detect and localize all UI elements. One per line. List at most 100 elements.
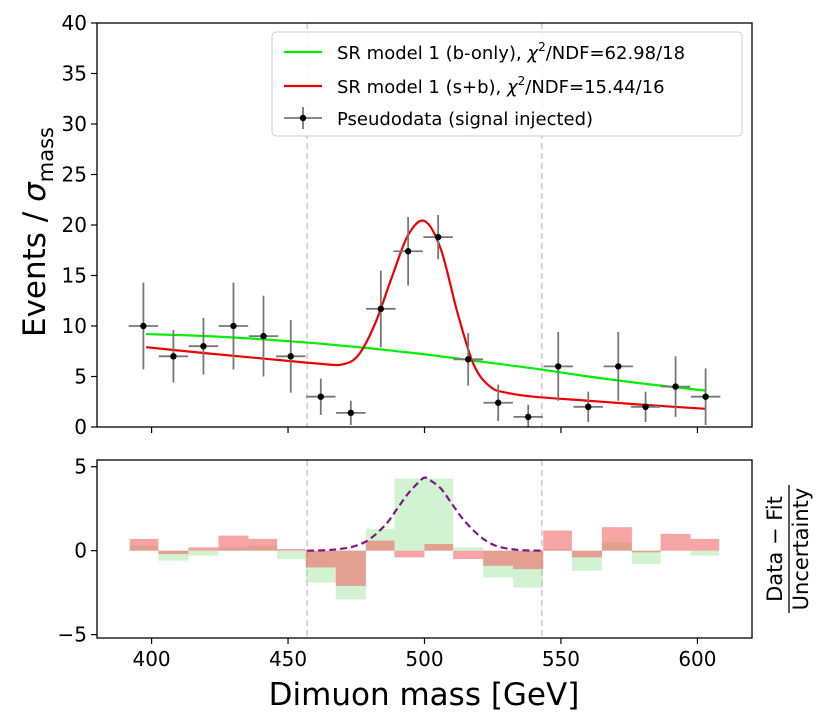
residual-bar-sb: [513, 550, 544, 570]
legend-data-label: Pseudodata (signal injected): [337, 109, 593, 130]
residual-bar-b-only: [188, 550, 219, 556]
legend-box: [271, 31, 743, 137]
data-point: [218, 282, 249, 370]
data-point: [393, 216, 423, 286]
residual-bar-sb: [453, 550, 484, 560]
main-y-label-sigma: σ: [17, 181, 53, 202]
legend-data-swatch-dot: [299, 114, 307, 122]
data-point-marker: [170, 353, 177, 360]
residual-bar-b-only: [158, 550, 189, 561]
data-point-marker: [230, 322, 237, 330]
data-point-marker: [347, 409, 355, 417]
residual-bar-sb: [483, 550, 514, 566]
main-ytick-label: 10: [62, 314, 87, 338]
data-point-marker: [317, 393, 324, 400]
residual-bar-b-only: [277, 550, 306, 560]
residual-bar-sb: [571, 550, 602, 558]
main-ytick-label: 30: [62, 112, 87, 136]
residual-bar-sb: [248, 538, 278, 551]
ratio-xtick-label: 450: [269, 647, 307, 671]
main-ticks: 0 5 10 15 20 25 30 35 40: [62, 11, 699, 439]
legend-b-only-sup: 2: [538, 40, 546, 54]
fit-curve-1: [146, 219, 706, 410]
main-y-label-text: Events /: [17, 202, 53, 337]
residual-bar-sb: [365, 540, 395, 551]
residual-bar-b-only: [453, 547, 484, 551]
ratio-y-label: Data − Fit Uncertainty: [763, 485, 813, 613]
residual-bar-sb: [660, 533, 691, 551]
residual-bar-sb: [543, 530, 572, 551]
data-point: [603, 332, 634, 401]
data-point-marker: [555, 363, 562, 370]
residual-bar-b-only: [394, 478, 425, 551]
data-point-marker: [494, 399, 502, 406]
residual-bar-sb: [218, 535, 249, 551]
residual-bar-sb: [277, 549, 306, 551]
data-point: [276, 319, 306, 393]
data-point: [483, 384, 513, 421]
data-point-marker: [525, 413, 532, 421]
main-y-label: Events / σmass: [17, 127, 58, 337]
data-point-marker: [642, 403, 649, 410]
data-point: [158, 330, 189, 383]
data-point: [306, 378, 336, 415]
ratio-ticks: −5 0 5 400 450 500 550 600: [58, 455, 717, 671]
residual-bar-sb: [305, 550, 336, 568]
main-axes-frame: [96, 22, 753, 428]
data-point-marker: [615, 363, 622, 370]
legend-b-only-prefix: SR model 1 (b-only),: [337, 43, 527, 64]
legend-sb-sup: 2: [518, 74, 526, 88]
ratio-xtick-label: 400: [132, 647, 170, 671]
legend-sb-chi: χ: [506, 77, 519, 98]
legend-sb-label: SR model 1 (s+b), χ2/NDF=15.44/16: [337, 74, 665, 98]
residual-bar-sb: [188, 547, 219, 551]
residual-bar-sb: [631, 550, 661, 553]
legend: SR model 1 (b-only), χ2/NDF=62.98/18 SR …: [271, 31, 743, 137]
data-point-marker: [287, 353, 294, 360]
ratio-ytick-label: 0: [74, 539, 87, 563]
data-point-marker: [672, 383, 679, 390]
data-point-marker: [585, 403, 592, 410]
residual-bar-sb: [158, 550, 189, 555]
residual-bar-sb: [129, 538, 159, 551]
data-point-marker: [464, 356, 472, 363]
data-point-marker: [434, 233, 442, 241]
ratio-panel: −5 0 5 400 450 500 550 600 Dimuon mass [GeV] Da…: [58, 455, 813, 713]
main-y-label-subscript: mass: [34, 127, 58, 182]
data-point: [543, 332, 573, 401]
data-point: [336, 400, 366, 425]
signal-shape-curve: [307, 476, 542, 552]
legend-b-only-suffix: /NDF=62.98/18: [546, 43, 685, 64]
data-point-marker: [377, 305, 385, 313]
ratio-series: [129, 476, 720, 600]
data-point-marker: [404, 248, 412, 255]
data-point: [513, 404, 543, 427]
main-series: [128, 214, 721, 427]
residual-bar-b-only: [690, 550, 720, 556]
residual-bar-sb: [601, 527, 632, 551]
residual-bar-sb: [690, 538, 720, 551]
residual-bar-sb: [424, 543, 454, 551]
main-panel: 0 5 10 15 20 25 30 35 40 Events / σmass: [17, 11, 753, 439]
legend-sb-suffix: /NDF=15.44/16: [525, 77, 664, 98]
data-point-marker: [702, 393, 709, 400]
legend-b-only-label: SR model 1 (b-only), χ2/NDF=62.98/18: [337, 40, 685, 64]
ratio-xtick-label: 500: [405, 647, 443, 671]
fit-curve-0: [146, 332, 706, 392]
data-point: [128, 282, 159, 370]
data-point: [366, 270, 396, 348]
data-point: [248, 295, 279, 377]
main-ytick-label: 25: [62, 163, 87, 187]
residual-bar-sb: [335, 550, 366, 586]
ratio-xtick-label: 550: [542, 647, 580, 671]
data-point: [630, 391, 661, 422]
main-ytick-label: 20: [62, 213, 87, 237]
legend-b-only-chi: χ: [526, 43, 539, 64]
ratio-y-label-top: Data − Fit: [763, 496, 787, 602]
residual-bar-sb: [394, 550, 425, 558]
data-point: [660, 356, 691, 417]
main-ytick-label: 35: [62, 62, 87, 86]
ratio-ytick-label: 5: [74, 455, 87, 479]
data-point: [573, 391, 603, 422]
